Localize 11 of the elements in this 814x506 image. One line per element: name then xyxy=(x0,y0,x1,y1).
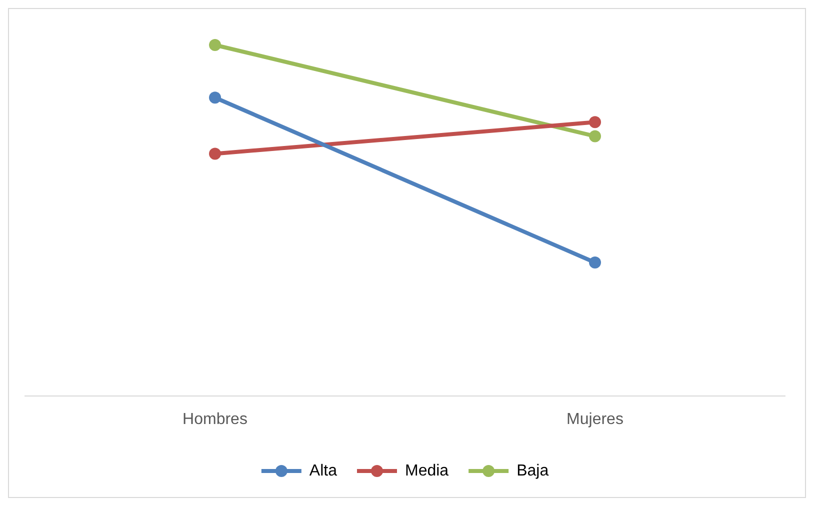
legend-label: Media xyxy=(404,462,449,480)
point xyxy=(589,256,601,268)
point xyxy=(589,116,601,128)
legend-label: Baja xyxy=(516,462,549,480)
legend-label: Alta xyxy=(309,462,338,480)
x-tick-label: Mujeres xyxy=(566,410,624,428)
point xyxy=(209,148,221,160)
x-tick-label: Hombres xyxy=(182,410,248,428)
point xyxy=(209,39,221,51)
point xyxy=(209,92,221,104)
point xyxy=(589,130,601,142)
